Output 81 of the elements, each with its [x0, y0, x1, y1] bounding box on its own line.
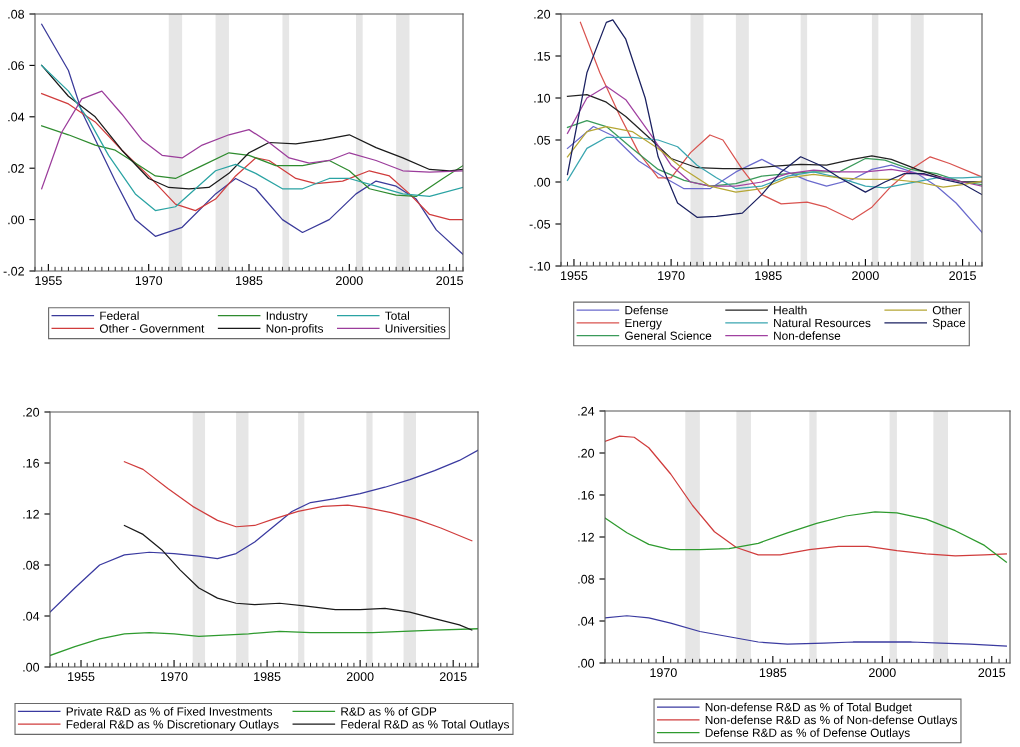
y-tick-label: .04 [8, 112, 25, 122]
line-series [41, 125, 463, 198]
legend-label: Defense R&D as % of Defense Outlays [705, 728, 910, 740]
legend-label: Federal R&D as % Discretionary Outlays [66, 719, 279, 731]
x-tick-label: 2000 [852, 271, 879, 281]
line-series [123, 461, 473, 542]
line-series [605, 435, 1007, 557]
y-tick-label: .10 [534, 93, 551, 103]
y-tick-label: .06 [8, 61, 25, 71]
legend-label: Total [385, 311, 409, 320]
y-tick-label: .04 [23, 611, 40, 621]
line-series [41, 23, 463, 255]
line-series [566, 125, 982, 193]
y-tick-label: .20 [23, 407, 40, 417]
line-series [566, 136, 982, 190]
legend-label: Industry [266, 311, 308, 323]
y-tick-label: .00 [8, 215, 25, 225]
legend-label: Federal [100, 311, 139, 320]
legend-label: R&D as % of GDP [341, 707, 437, 716]
legend-label: Non-profits [266, 324, 324, 336]
y-tick-label: .04 [578, 616, 595, 626]
y-tick-label: .08 [23, 560, 40, 570]
x-tick-label: 1970 [135, 276, 163, 286]
x-tick-label: 1955 [35, 276, 62, 286]
x-tick-label: 1985 [755, 271, 782, 281]
y-tick-label: .08 [578, 574, 595, 584]
y-tick-label: -.02 [3, 266, 24, 276]
x-tick-label: 1970 [658, 271, 685, 281]
legend-label: Other [932, 305, 962, 315]
y-tick-label: -.10 [529, 261, 551, 271]
x-tick-label: 2015 [439, 672, 467, 682]
x-tick-label: 1985 [236, 276, 263, 286]
legend-label: Other - Government [99, 324, 205, 333]
x-tick-label: 1970 [650, 668, 677, 678]
y-tick-label: .15 [534, 51, 551, 61]
legend-label: Health [774, 305, 807, 315]
y-tick-label: .20 [578, 448, 595, 458]
legend-label: Natural Resources [774, 318, 871, 328]
line-series [123, 524, 473, 631]
x-tick-label: 1955 [561, 271, 588, 281]
y-tick-label: .00 [23, 662, 40, 672]
line-series [41, 93, 463, 221]
legend-label: Energy [625, 318, 662, 330]
legend-label: Space [932, 318, 966, 330]
legend-label: Defense [625, 305, 668, 315]
y-tick-label: .08 [8, 9, 25, 19]
line-series [50, 449, 478, 613]
y-tick-label: .24 [578, 406, 595, 416]
y-tick-label: .00 [578, 658, 595, 668]
x-tick-label: 1955 [68, 672, 95, 682]
legend-label: Non-defense [774, 331, 841, 340]
x-tick-label: 2000 [869, 668, 896, 678]
line-series [566, 120, 982, 187]
x-tick-label: 1970 [161, 672, 188, 682]
x-tick-label: 2000 [336, 276, 363, 286]
x-tick-label: 2015 [978, 668, 1006, 678]
x-tick-label: 2000 [346, 672, 374, 682]
legend-label: Non-defense R&D as % of Non-defense Outlays [705, 715, 958, 727]
line-series [605, 615, 1007, 647]
legend-label: Private R&D as % of Fixed Investments [66, 707, 273, 716]
line-series [50, 628, 478, 657]
line-series [41, 90, 463, 190]
legend-label: Non-defense R&D as % of Total Budget [705, 702, 912, 714]
legend-label: Universities [385, 324, 446, 333]
y-tick-label: .16 [578, 490, 595, 500]
line-series [566, 125, 982, 234]
y-tick-label: .20 [534, 9, 551, 19]
y-tick-label: .02 [8, 164, 24, 173]
y-tick-label: .16 [23, 458, 40, 468]
x-tick-label: 2015 [436, 276, 464, 286]
legend-label: Federal R&D as % Total Outlays [341, 719, 510, 731]
y-tick-label: -.05 [529, 219, 551, 229]
x-tick-label: 1985 [254, 672, 281, 682]
x-tick-label: 1985 [759, 668, 787, 678]
legend-label: General Science [625, 331, 712, 340]
line-series [605, 511, 1007, 563]
y-tick-label: .12 [578, 532, 594, 542]
y-tick-label: .12 [23, 509, 39, 519]
y-tick-label: .05 [534, 135, 551, 145]
x-tick-label: 2015 [949, 271, 976, 281]
y-tick-label: .00 [534, 177, 551, 187]
